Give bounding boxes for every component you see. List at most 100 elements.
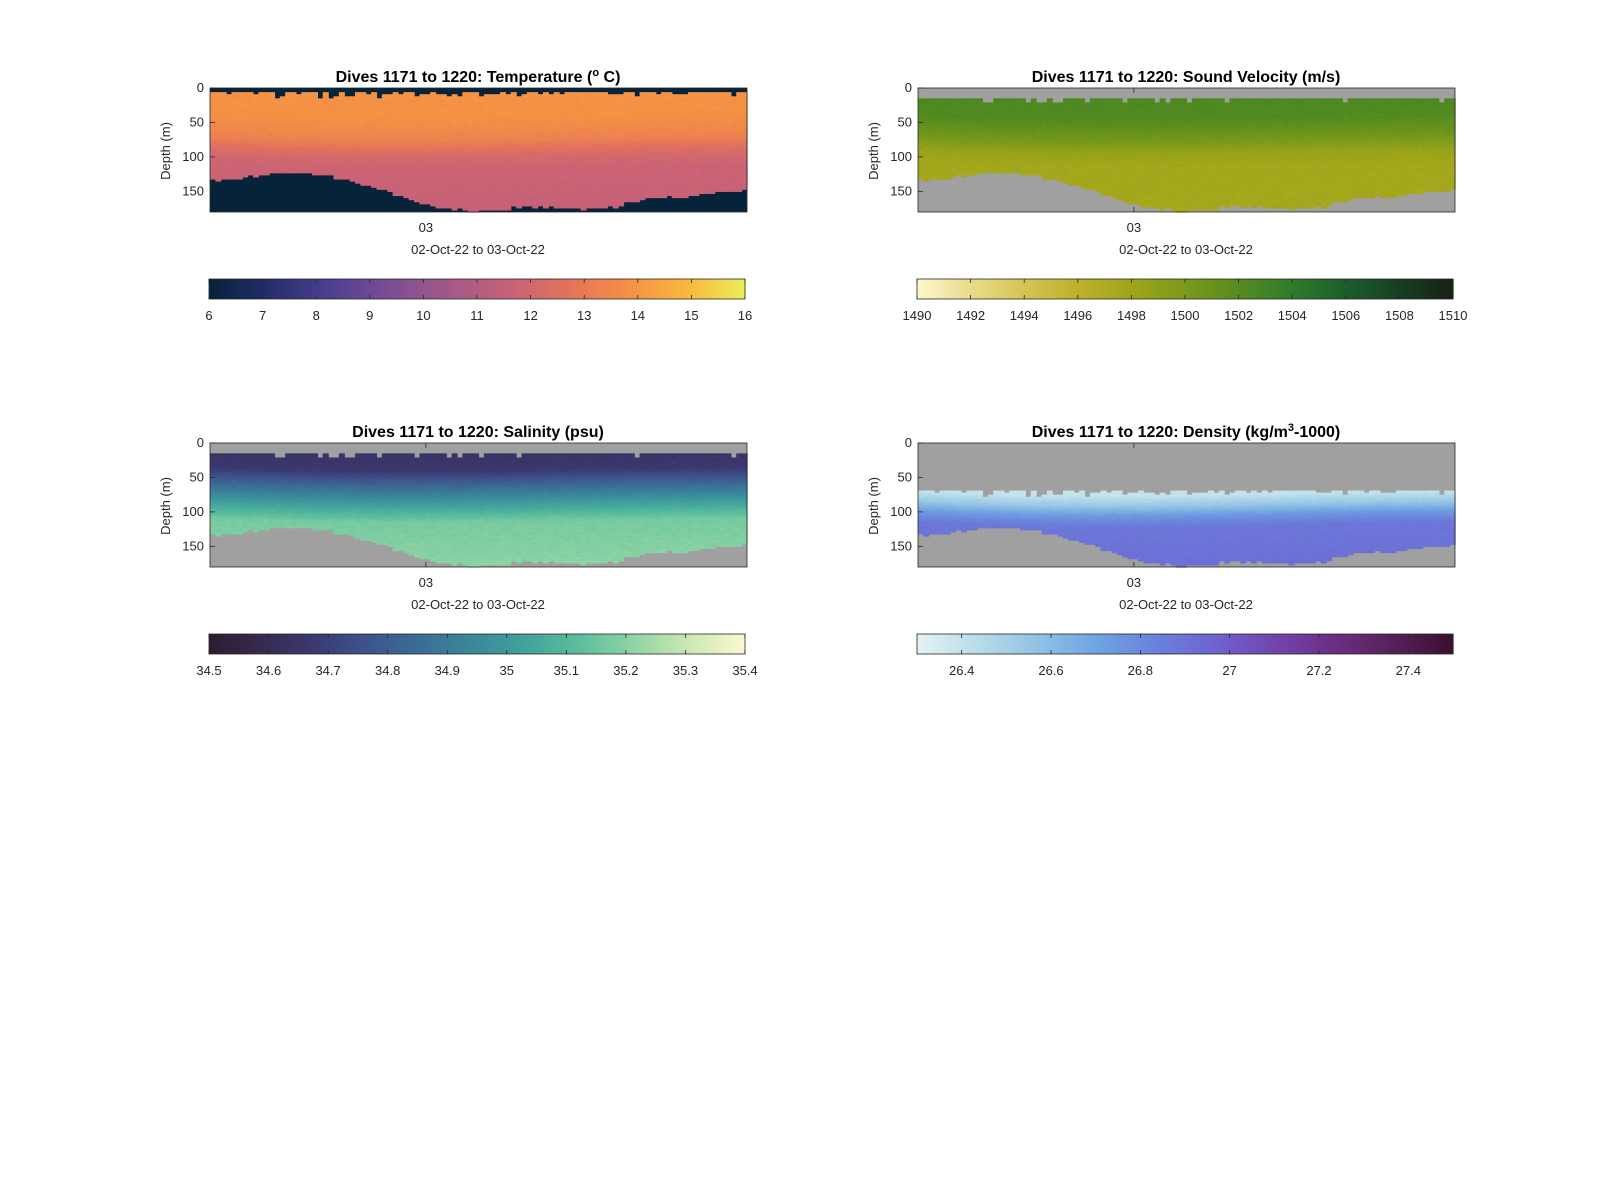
heatmap-cell xyxy=(328,121,335,124)
heatmap-cell xyxy=(215,154,222,157)
heatmap-cell xyxy=(424,131,431,135)
heatmap-cell xyxy=(435,191,442,194)
heatmap-cell xyxy=(301,94,308,97)
heatmap-cell xyxy=(279,98,286,101)
heatmap-cell xyxy=(236,170,243,174)
heatmap-cell xyxy=(269,166,276,170)
heatmap-cell xyxy=(392,114,399,118)
heatmap-cell xyxy=(505,137,512,141)
heatmap-cell xyxy=(408,108,415,112)
heatmap-cell xyxy=(435,102,442,106)
colorbar-segment xyxy=(517,279,523,299)
heatmap-cell xyxy=(226,145,233,149)
heatmap-cell xyxy=(360,174,367,178)
heatmap-cell xyxy=(210,170,216,174)
heatmap-cell xyxy=(473,172,480,176)
heatmap-cell xyxy=(301,141,308,145)
heatmap-cell xyxy=(478,133,485,137)
heatmap-cell xyxy=(242,119,249,122)
heatmap-cell xyxy=(263,156,270,159)
heatmap-cell xyxy=(371,94,378,97)
heatmap-cell xyxy=(446,100,453,104)
heatmap-cell xyxy=(295,104,302,108)
heatmap-cell xyxy=(210,164,216,168)
heatmap-cell xyxy=(483,187,490,190)
heatmap-cell xyxy=(290,129,297,132)
heatmap-cell xyxy=(451,154,458,157)
heatmap-cell xyxy=(295,164,302,168)
heatmap-cell xyxy=(446,135,453,139)
heatmap-cell xyxy=(381,154,388,157)
heatmap-cell xyxy=(371,127,378,130)
heatmap-cell xyxy=(446,139,453,143)
heatmap-cell xyxy=(435,104,442,108)
heatmap-cell xyxy=(446,110,453,114)
heatmap-cell xyxy=(403,152,410,155)
heatmap-cell xyxy=(242,116,249,120)
heatmap-cell xyxy=(360,108,367,112)
heatmap-cell xyxy=(457,150,463,153)
heatmap-cell xyxy=(499,104,506,108)
heatmap-cell xyxy=(381,106,388,110)
heatmap-cell xyxy=(505,207,512,211)
heatmap-cell xyxy=(317,104,324,108)
heatmap-cell xyxy=(226,147,233,151)
heatmap-cell xyxy=(333,176,340,180)
heatmap-cell xyxy=(457,189,463,192)
heatmap-cell xyxy=(306,170,313,174)
heatmap-cell xyxy=(505,147,512,151)
heatmap-cell xyxy=(483,112,490,116)
heatmap-cell xyxy=(376,133,383,137)
heatmap-cell xyxy=(322,112,329,116)
heatmap-cell xyxy=(516,106,523,110)
heatmap-cell xyxy=(317,125,324,128)
heatmap-cell xyxy=(457,158,463,161)
heatmap-cell xyxy=(344,168,351,172)
heatmap-cell xyxy=(462,116,469,120)
heatmap-cell xyxy=(516,154,523,157)
heatmap-cell xyxy=(317,123,324,126)
heatmap-cell xyxy=(457,164,463,168)
heatmap-cell xyxy=(516,158,523,161)
heatmap-cell xyxy=(258,164,265,168)
heatmap-cell xyxy=(279,112,286,116)
heatmap-cell xyxy=(263,152,270,155)
heatmap-cell xyxy=(494,152,501,155)
heatmap-cell xyxy=(419,129,426,132)
heatmap-cell xyxy=(510,143,517,147)
heatmap-cell xyxy=(430,160,437,163)
heatmap-cell xyxy=(403,191,410,194)
heatmap-cell xyxy=(338,106,345,110)
heatmap-cell xyxy=(483,164,490,168)
heatmap-cell xyxy=(290,133,297,137)
heatmap-cell xyxy=(360,162,367,166)
heatmap-cell xyxy=(258,152,265,155)
heatmap-cell xyxy=(247,116,254,120)
heatmap-cell xyxy=(473,100,480,104)
x-tick-label: 03 xyxy=(419,220,433,235)
heatmap-cell xyxy=(451,152,458,155)
heatmap-cell xyxy=(392,162,399,166)
colorbar-segment xyxy=(378,279,384,299)
heatmap-cell xyxy=(376,174,383,178)
heatmap-cell xyxy=(392,150,399,153)
heatmap-cell xyxy=(403,100,410,104)
heatmap-cell xyxy=(220,143,227,147)
heatmap-cell xyxy=(285,129,292,132)
heatmap-cell xyxy=(483,174,490,178)
heatmap-cell xyxy=(242,121,249,124)
heatmap-cell xyxy=(290,156,297,159)
heatmap-cell xyxy=(215,94,222,97)
heatmap-cell xyxy=(483,154,490,157)
heatmap-cell xyxy=(446,150,453,153)
heatmap-cell xyxy=(392,135,399,139)
heatmap-cell xyxy=(478,112,485,116)
heatmap-cell xyxy=(306,121,313,124)
heatmap-cell xyxy=(489,201,496,205)
heatmap-cell xyxy=(231,166,238,170)
heatmap-cell xyxy=(338,170,345,174)
heatmap-cell xyxy=(387,127,394,130)
heatmap-cell xyxy=(317,110,324,114)
heatmap-cell xyxy=(478,139,485,143)
heatmap-cell xyxy=(489,114,496,118)
